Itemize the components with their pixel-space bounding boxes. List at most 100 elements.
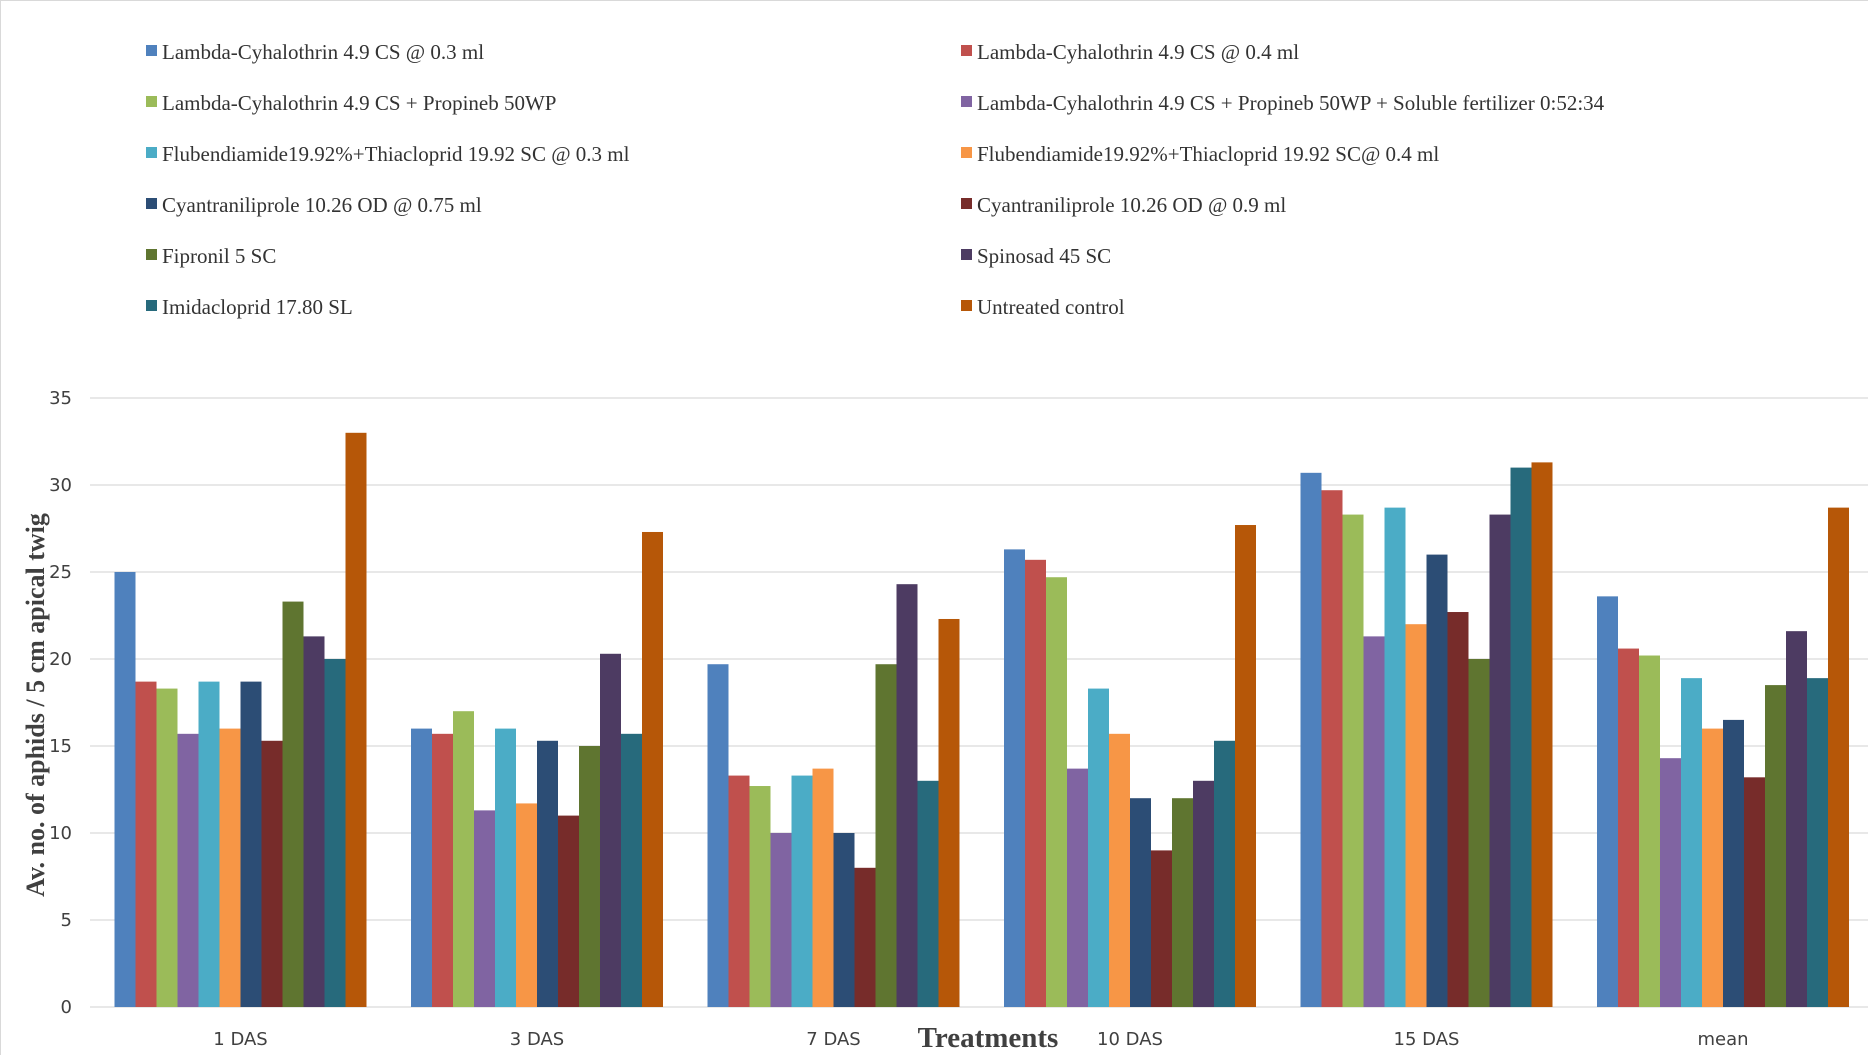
legend-label: Lambda-Cyhalothrin 4.9 CS @ 0.3 ml bbox=[162, 40, 484, 64]
y-tick-label: 25 bbox=[49, 562, 72, 583]
bar bbox=[1489, 514, 1511, 1007]
bar bbox=[1004, 549, 1025, 1007]
bar bbox=[833, 833, 855, 1007]
legend-label: Untreated control bbox=[977, 295, 1125, 319]
bar bbox=[1321, 490, 1343, 1008]
bar bbox=[1130, 798, 1151, 1007]
legend-swatch bbox=[146, 45, 157, 56]
legend-swatch bbox=[961, 96, 972, 107]
x-tick-label: 3 DAS bbox=[510, 1029, 564, 1050]
bar bbox=[1531, 462, 1553, 1007]
x-tick-label: 7 DAS bbox=[806, 1029, 860, 1050]
bar bbox=[474, 810, 495, 1007]
bar bbox=[812, 768, 834, 1007]
y-axis-label: Av. no. of aphids / 5 cm apical twig bbox=[21, 513, 50, 897]
bar bbox=[1786, 631, 1807, 1007]
legend: Lambda-Cyhalothrin 4.9 CS @ 0.3 ml Lambda… bbox=[146, 40, 1605, 319]
bar bbox=[453, 711, 474, 1007]
bar bbox=[198, 681, 220, 1007]
bar bbox=[1067, 768, 1088, 1007]
bar bbox=[432, 733, 453, 1007]
gridlines bbox=[90, 397, 1868, 1008]
legend-swatch bbox=[961, 198, 972, 209]
bar bbox=[1235, 525, 1256, 1007]
legend-label: Lambda-Cyhalothrin 4.9 CS + Propineb 50W… bbox=[977, 91, 1605, 115]
bar bbox=[1025, 559, 1046, 1007]
x-tick-label: 1 DAS bbox=[213, 1029, 267, 1050]
bar bbox=[1468, 659, 1490, 1007]
bar bbox=[1744, 777, 1765, 1007]
bar bbox=[345, 432, 367, 1007]
bar bbox=[282, 601, 304, 1007]
bar bbox=[324, 659, 346, 1007]
x-tick-label: mean bbox=[1697, 1029, 1748, 1050]
legend-label: Cyantraniliprole 10.26 OD @ 0.75 ml bbox=[162, 193, 482, 217]
y-tick-label: 30 bbox=[49, 475, 72, 496]
bars bbox=[114, 432, 1849, 1008]
legend-label: Flubendiamide19.92%+Thiacloprid 19.92 SC… bbox=[977, 142, 1439, 166]
bar bbox=[770, 833, 792, 1007]
bar bbox=[135, 681, 157, 1007]
y-axis-ticks: 0 5 10 15 20 25 30 35 bbox=[49, 388, 72, 1018]
bar bbox=[1363, 636, 1385, 1007]
legend-swatch bbox=[146, 198, 157, 209]
bar bbox=[114, 572, 136, 1007]
y-tick-label: 0 bbox=[61, 997, 72, 1018]
y-tick-label: 20 bbox=[49, 649, 72, 670]
bar bbox=[707, 664, 729, 1007]
bar bbox=[1109, 733, 1130, 1007]
bar bbox=[1405, 624, 1427, 1007]
bar bbox=[854, 867, 876, 1007]
legend-label: Flubendiamide19.92%+Thiacloprid 19.92 SC… bbox=[162, 142, 630, 166]
legend-swatch bbox=[961, 147, 972, 158]
bar bbox=[1193, 780, 1214, 1007]
bar bbox=[537, 740, 558, 1007]
bar bbox=[516, 803, 537, 1007]
bar bbox=[1510, 467, 1532, 1008]
y-tick-label: 10 bbox=[49, 823, 72, 844]
legend-swatch bbox=[961, 249, 972, 260]
bar bbox=[156, 688, 178, 1007]
legend-label: Lambda-Cyhalothrin 4.9 CS @ 0.4 ml bbox=[977, 40, 1299, 64]
x-tick-label: 15 DAS bbox=[1394, 1029, 1460, 1050]
bar bbox=[749, 786, 771, 1007]
bar bbox=[1151, 850, 1172, 1007]
legend-label: Spinosad 45 SC bbox=[977, 244, 1111, 268]
x-tick-label: 10 DAS bbox=[1097, 1029, 1163, 1050]
y-tick-label: 15 bbox=[49, 736, 72, 757]
bar bbox=[177, 733, 199, 1007]
bar bbox=[579, 746, 600, 1007]
bar bbox=[1681, 678, 1702, 1007]
bar bbox=[896, 584, 918, 1007]
bar bbox=[1702, 728, 1723, 1007]
legend-swatch bbox=[146, 300, 157, 311]
bar bbox=[1639, 655, 1660, 1007]
bar bbox=[1660, 758, 1681, 1007]
legend-swatch bbox=[146, 96, 157, 107]
bar bbox=[875, 664, 897, 1007]
bar bbox=[1426, 554, 1448, 1007]
bar bbox=[495, 728, 516, 1007]
legend-swatch bbox=[961, 45, 972, 56]
bar bbox=[1597, 596, 1618, 1007]
bar bbox=[1618, 648, 1639, 1007]
bar bbox=[1046, 577, 1067, 1007]
bar bbox=[1447, 612, 1469, 1007]
bar bbox=[303, 636, 325, 1007]
legend-label: Lambda-Cyhalothrin 4.9 CS + Propineb 50W… bbox=[162, 91, 556, 115]
bar bbox=[1723, 719, 1744, 1007]
bar bbox=[1765, 685, 1786, 1007]
bar bbox=[261, 740, 283, 1007]
bar bbox=[728, 775, 750, 1007]
legend-swatch bbox=[961, 300, 972, 311]
y-tick-label: 5 bbox=[61, 910, 72, 931]
legend-label: Cyantraniliprole 10.26 OD @ 0.9 ml bbox=[977, 193, 1286, 217]
bar bbox=[938, 618, 960, 1007]
bar bbox=[642, 531, 663, 1007]
bar bbox=[1342, 514, 1364, 1007]
bar bbox=[791, 775, 813, 1007]
legend-swatch bbox=[146, 147, 157, 158]
bar bbox=[621, 733, 642, 1007]
legend-swatch bbox=[146, 249, 157, 260]
